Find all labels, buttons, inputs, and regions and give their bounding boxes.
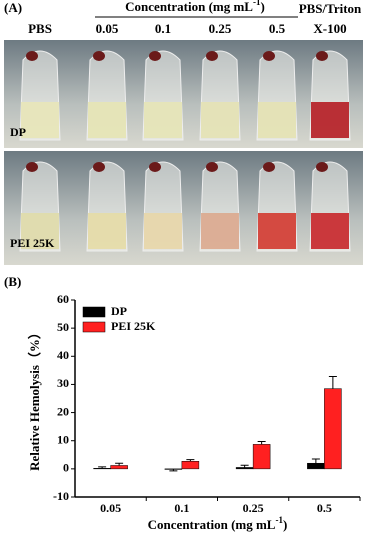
row-label: PEI 25K	[10, 236, 55, 250]
column-label: 0.1	[155, 21, 171, 36]
y-tick-label: 40	[57, 348, 69, 362]
error-bar	[240, 464, 249, 468]
x-tick-label: 0.25	[243, 501, 264, 515]
tube-pellet	[316, 162, 328, 172]
tube-liquid	[144, 213, 182, 249]
bar	[164, 468, 183, 470]
bar	[235, 467, 254, 470]
tube-liquid	[88, 213, 126, 249]
legend-label: DP	[111, 304, 127, 318]
column-label: PBS	[28, 21, 52, 36]
tube-pellet	[149, 162, 161, 172]
tube-pellet	[316, 51, 328, 61]
tube-pellet	[206, 51, 218, 61]
tube-liquid	[21, 213, 59, 249]
text-part: -1	[275, 515, 283, 525]
tube-pellet	[26, 51, 38, 61]
x-tick-label: 0.5	[317, 501, 332, 515]
bar	[181, 461, 200, 470]
y-tick-label: -10	[53, 489, 69, 503]
tube-pellet	[206, 162, 218, 172]
bar	[307, 462, 325, 470]
tube-liquid	[88, 102, 126, 138]
panel-label: (B)	[4, 274, 21, 289]
tube-liquid	[311, 102, 349, 138]
tube-liquid	[258, 102, 296, 138]
x-tick-label: 0.05	[100, 501, 121, 515]
error-bar	[169, 469, 178, 472]
column-label: 0.5	[269, 21, 286, 36]
bar	[93, 468, 111, 470]
tube-pellet	[93, 51, 105, 61]
legend-swatch	[82, 306, 106, 318]
tube-liquid	[144, 102, 182, 138]
bar	[110, 465, 128, 470]
error-bar	[186, 459, 195, 462]
tube-pellet	[93, 162, 105, 172]
error-bar	[115, 462, 124, 466]
legend-swatch	[82, 321, 106, 333]
legend-label: PEI 25K	[111, 319, 156, 333]
text-part: )	[283, 517, 287, 532]
error-bar	[257, 441, 266, 445]
tube-liquid	[258, 213, 296, 249]
text-part: Concentration (mg mL	[125, 0, 253, 14]
photo-row	[4, 151, 363, 265]
x-axis-title: Concentration (mg mL-1)	[148, 515, 288, 532]
tube-pellet	[26, 162, 38, 172]
bar	[324, 388, 342, 470]
error-bar	[328, 376, 337, 389]
y-tick-label: 30	[57, 376, 69, 390]
text-part: -1	[253, 0, 261, 7]
photo-row	[4, 40, 363, 148]
bar	[252, 444, 271, 470]
y-tick-label: 0	[63, 461, 69, 475]
tube-pellet	[263, 51, 275, 61]
error-bar	[311, 458, 320, 464]
text-part: )	[260, 0, 264, 14]
tube-pellet	[263, 162, 275, 172]
y-tick-label: 50	[57, 320, 69, 334]
tube-liquid	[311, 213, 349, 249]
x-tick-label: 0.1	[174, 501, 189, 515]
tube-pellet	[149, 51, 161, 61]
panel-label: (A)	[4, 0, 22, 15]
header: Concentration (mg mL-1)	[125, 0, 265, 14]
column-label: PBS/Triton	[299, 1, 362, 16]
column-label: X-100	[313, 21, 346, 36]
y-axis-title: Relative Hemolysis（%）	[27, 326, 42, 471]
column-label: 0.05	[96, 21, 119, 36]
row-label: DP	[10, 125, 26, 139]
tube-liquid	[201, 213, 239, 249]
y-tick-label: 20	[57, 404, 69, 418]
y-tick-label: 10	[57, 432, 69, 446]
tube-liquid	[201, 102, 239, 138]
column-label: 0.25	[209, 21, 232, 36]
y-tick-label: 60	[57, 292, 69, 306]
tube-liquid	[21, 102, 59, 138]
error-bar	[98, 466, 107, 469]
text-part: Concentration (mg mL	[148, 517, 276, 532]
